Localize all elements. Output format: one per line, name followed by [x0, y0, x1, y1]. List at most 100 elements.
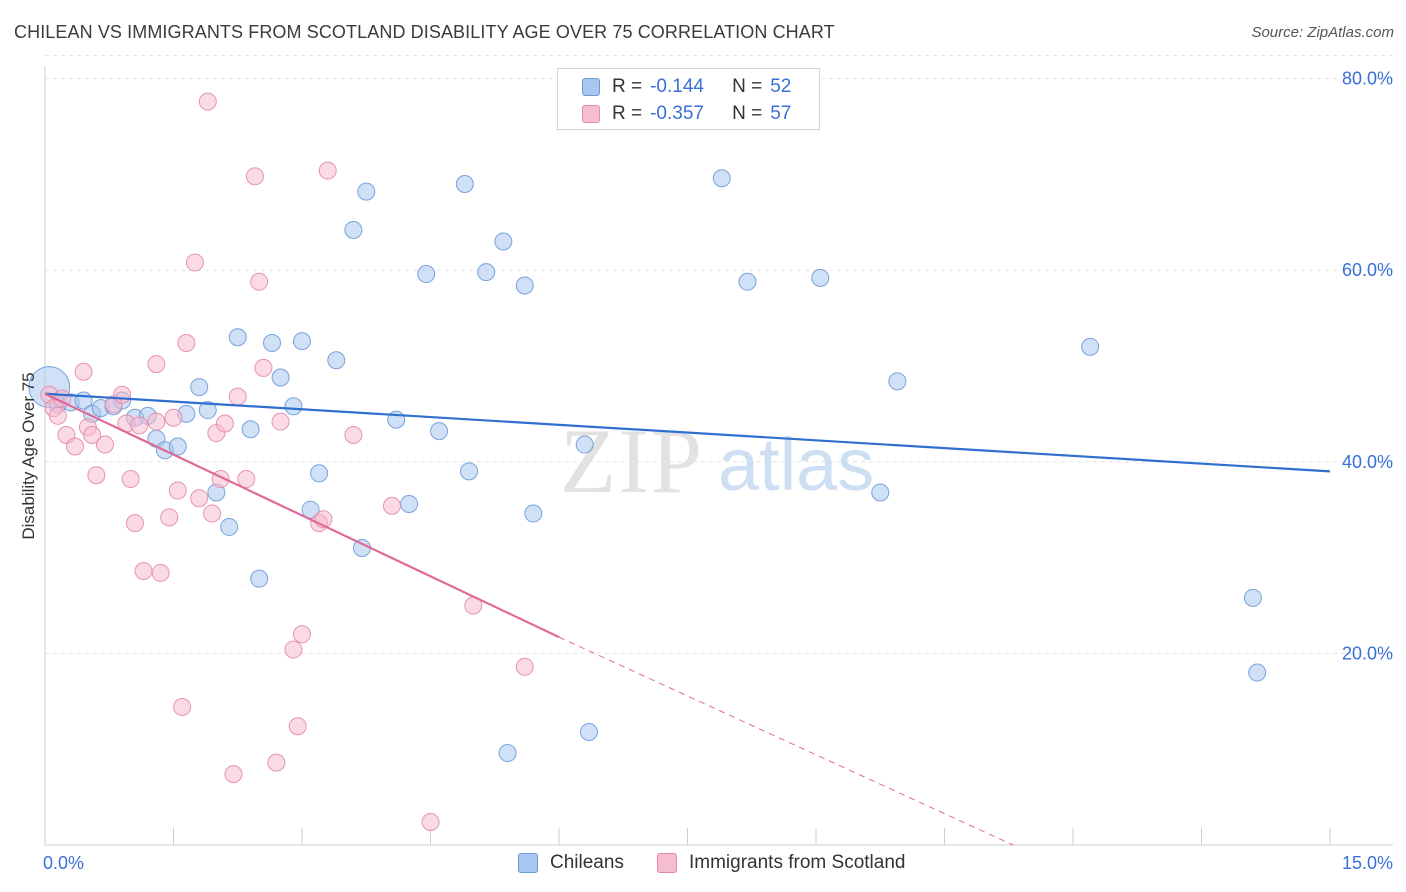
- scotland-point: [344, 425, 363, 444]
- gridlines: [45, 55, 1393, 654]
- legend-r-label: R =: [612, 76, 643, 97]
- axis-labels: 20.0% 40.0% 60.0% 80.0% 0.0% 15.0%: [43, 69, 1393, 873]
- chileans-point: [284, 397, 303, 416]
- scotland-point: [173, 698, 192, 717]
- scotland-point: [65, 437, 84, 456]
- scotland-point: [190, 489, 209, 508]
- chileans-point: [400, 494, 419, 513]
- scotland-point: [177, 334, 196, 353]
- scotland-point: [267, 753, 286, 772]
- legend-n-value: 52: [770, 76, 792, 97]
- scotland-point: [215, 414, 234, 433]
- scotland-point: [228, 387, 247, 406]
- scotland-point: [147, 412, 166, 431]
- chileans-point: [357, 182, 376, 201]
- watermark: ZIP atlas: [560, 410, 874, 512]
- y-tick-label: 60.0%: [1342, 260, 1393, 280]
- scotland-point: [151, 563, 170, 582]
- legend-swatch-pink: [582, 105, 600, 123]
- scotland-point: [198, 92, 217, 111]
- chileans-point: [1243, 588, 1262, 607]
- scotland-point: [164, 408, 183, 427]
- chileans-point: [293, 332, 311, 351]
- scotland-point: [421, 813, 440, 832]
- scotland-point: [515, 657, 534, 676]
- chileans-point: [417, 265, 436, 284]
- bottom-legend-label: Chileans: [550, 852, 624, 873]
- scotland-point: [284, 640, 303, 659]
- scotland-point: [288, 717, 307, 736]
- scotland-point: [48, 406, 67, 425]
- x-tick-label: 15.0%: [1342, 853, 1393, 873]
- chileans-point: [575, 435, 594, 454]
- legend-r-value: -0.357: [650, 103, 704, 124]
- bottom-legend-label: Immigrants from Scotland: [689, 852, 906, 873]
- scotland-point: [168, 481, 187, 500]
- scotland-point: [382, 496, 401, 515]
- legend-n-value: 57: [770, 103, 792, 124]
- scotland-point: [134, 562, 153, 581]
- scotland-trendline-extension: [558, 636, 1014, 846]
- scotland-point: [147, 355, 166, 374]
- chileans-point: [498, 744, 517, 763]
- scotland-point: [203, 504, 222, 523]
- chileans-point: [198, 401, 217, 420]
- scotland-point: [130, 416, 149, 435]
- chileans-point: [228, 328, 247, 347]
- bottom-legend-scotland: Immigrants from Scotland: [657, 852, 905, 874]
- chileans-point: [477, 263, 496, 282]
- bottom-legend-swatch-blue: [518, 853, 538, 873]
- chileans-point: [327, 351, 346, 370]
- chileans-point: [1248, 663, 1267, 682]
- chileans-point: [460, 462, 479, 481]
- chileans-point: [310, 464, 329, 483]
- scotland-point: [318, 161, 337, 180]
- scotland-point: [245, 167, 264, 186]
- chileans-point: [301, 500, 320, 519]
- y-axis-title: Disability Age Over 75: [19, 372, 38, 539]
- bottom-legend-chileans: Chileans: [518, 852, 624, 874]
- scotland-point: [83, 425, 102, 444]
- scotland-point: [250, 272, 269, 291]
- scotland-point: [74, 362, 93, 381]
- scotland-point: [160, 508, 179, 527]
- legend-r-label: R =: [612, 103, 643, 124]
- y-tick-label: 40.0%: [1342, 452, 1393, 472]
- chileans-point: [220, 517, 239, 536]
- chileans-point: [494, 232, 513, 251]
- chileans-point: [1081, 337, 1100, 356]
- bottom-legend: Chileans Immigrants from Scotland: [0, 852, 1406, 876]
- chart-title: CHILEAN VS IMMIGRANTS FROM SCOTLAND DISA…: [14, 22, 835, 42]
- chileans-point: [271, 368, 290, 387]
- scotland-point: [113, 385, 132, 404]
- chileans-point: [263, 334, 282, 353]
- chileans-point: [250, 569, 269, 588]
- chileans-point: [579, 722, 598, 741]
- scotland-point: [125, 514, 144, 533]
- axes: [44, 66, 1393, 846]
- bottom-legend-swatch-pink: [657, 853, 677, 873]
- chileans-point: [524, 504, 543, 523]
- chileans-point: [430, 422, 449, 441]
- chileans-point: [168, 437, 187, 456]
- scotland-point: [95, 435, 114, 454]
- legend-row-chileans: R = -0.144 N = 52: [582, 75, 791, 99]
- scotland-point: [271, 412, 290, 431]
- chileans-point: [738, 272, 757, 291]
- legend-n-label: N =: [732, 103, 763, 124]
- scotland-point: [237, 470, 256, 489]
- chileans-point: [871, 483, 890, 502]
- chileans-point: [190, 378, 209, 397]
- trendlines: [44, 392, 1331, 846]
- scotland-point: [254, 358, 273, 377]
- scotland-point: [87, 466, 106, 485]
- chileans-point: [344, 220, 363, 239]
- scotland-trendline: [44, 392, 560, 639]
- legend-r-value: -0.144: [650, 76, 704, 97]
- chileans-trendline: [44, 392, 1331, 473]
- chileans-point: [515, 276, 534, 295]
- scotland-point: [121, 470, 140, 489]
- chileans-point: [811, 268, 830, 287]
- legend-swatch-blue: [582, 78, 600, 96]
